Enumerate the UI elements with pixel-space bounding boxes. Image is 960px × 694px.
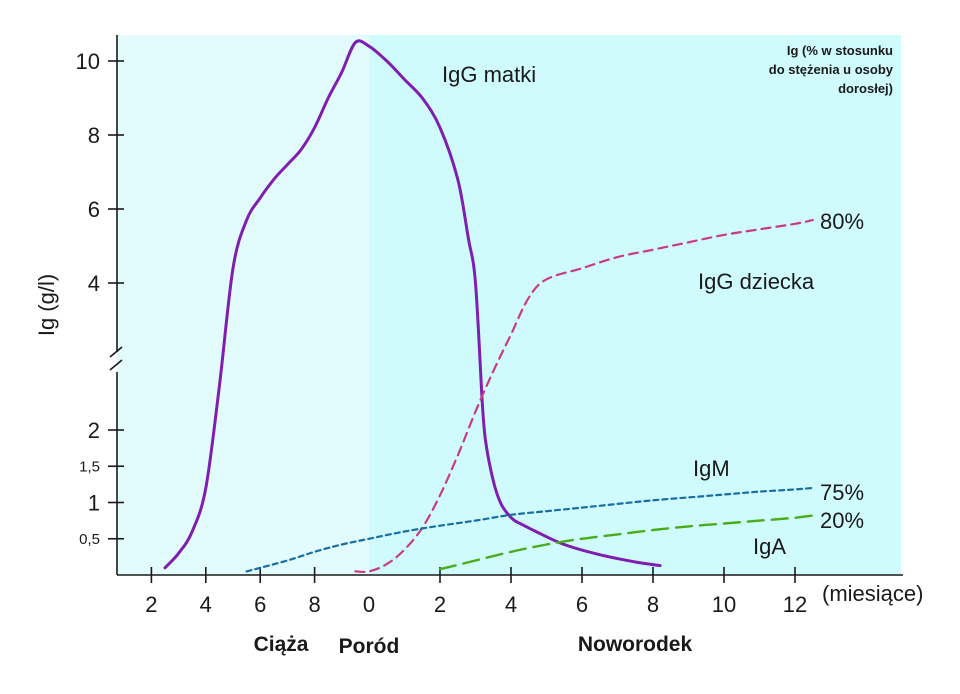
x-tick-label-pregnancy: 8 bbox=[308, 592, 320, 617]
y-tick-label: 1 bbox=[88, 491, 100, 516]
x-tick-label-newborn: 0 bbox=[363, 592, 375, 617]
label-igm: IgM bbox=[693, 456, 730, 481]
x-tick-label-newborn: 8 bbox=[647, 592, 659, 617]
y-tick-label: 1,5 bbox=[79, 458, 100, 475]
corner-note-line-1: Ig (% w stosunku bbox=[787, 43, 893, 58]
x-tick-label-newborn: 6 bbox=[576, 592, 588, 617]
phase-label-birth: Poród bbox=[339, 635, 400, 658]
x-axis-label: (miesiące) bbox=[822, 581, 923, 606]
label-igg-child-percent: 80% bbox=[820, 209, 864, 234]
x-tick-label-pregnancy: 4 bbox=[200, 592, 212, 617]
series-lines bbox=[163, 39, 814, 574]
series-line-igg-dziecka bbox=[354, 219, 814, 574]
x-tick-label-newborn: 10 bbox=[712, 592, 736, 617]
label-igm-percent: 75% bbox=[820, 480, 864, 505]
y-tick-label: 6 bbox=[88, 197, 100, 222]
axis-break-marker bbox=[109, 346, 123, 371]
pregnancy-background bbox=[117, 35, 369, 575]
corner-note-line-3: dorosłej) bbox=[838, 81, 893, 96]
y-axis-label: Ig (g/l) bbox=[34, 274, 59, 336]
x-tick-label-newborn: 12 bbox=[783, 592, 807, 617]
y-tick-label: 10 bbox=[76, 49, 100, 74]
label-iga: IgA bbox=[753, 534, 786, 559]
x-tick-label-newborn: 4 bbox=[505, 592, 517, 617]
label-iga-percent: 20% bbox=[820, 508, 864, 533]
newborn-background bbox=[369, 35, 901, 575]
y-ticks: 10 8 6 4 2 1,5 1 0,5 bbox=[76, 49, 124, 548]
label-igg-mother: IgG matki bbox=[442, 62, 536, 87]
y-tick-label: 2 bbox=[88, 418, 100, 443]
series-line-igm bbox=[245, 486, 814, 573]
phase-label-newborn: Noworodek bbox=[578, 633, 693, 656]
x-tick-label-pregnancy: 6 bbox=[254, 592, 266, 617]
x-ticks: 2 4 6 8 0 2 4 6 8 10 12 bbox=[145, 567, 807, 617]
x-tick-label-newborn: 2 bbox=[434, 592, 446, 617]
phase-label-pregnancy: Ciąża bbox=[254, 633, 309, 656]
y-tick-label: 8 bbox=[88, 123, 100, 148]
axes bbox=[109, 35, 903, 576]
label-igg-child: IgG dziecka bbox=[698, 269, 815, 294]
y-tick-label: 4 bbox=[88, 271, 100, 296]
x-tick-label-pregnancy: 2 bbox=[145, 592, 157, 617]
y-tick-label: 0,5 bbox=[79, 531, 100, 548]
series-line-igg-matki bbox=[163, 39, 662, 570]
series-line-iga bbox=[438, 514, 814, 571]
corner-note-line-2: do stężenia u osoby bbox=[769, 62, 894, 77]
